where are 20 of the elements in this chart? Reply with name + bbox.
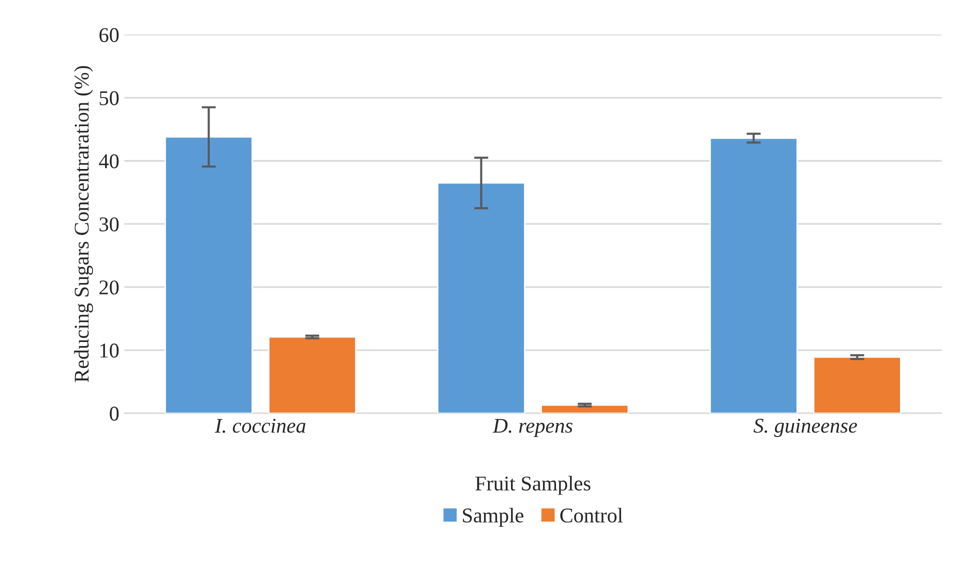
x-tick-label: S. guineense [754,418,858,438]
y-axis-title: Reducing Sugars Concentraration (%) [74,66,94,382]
bar [268,336,356,414]
x-tick-label: I. coccinea [214,418,306,433]
y-tick-label: 50 [100,91,119,106]
bar [813,356,902,414]
bar [437,182,526,414]
legend-label: Control [560,508,623,523]
y-tick-label: 10 [100,344,119,358]
bar [709,137,798,414]
x-axis-title: Fruit Samples [475,476,590,495]
bar [164,136,253,414]
y-tick-label: 0 [110,406,119,421]
y-tick-label: 20 [100,280,119,295]
y-tick-label: 40 [98,154,119,168]
y-tick-label: 30 [100,217,119,232]
legend-label: Sample [462,508,524,527]
x-tick-label: D. repens [492,418,572,438]
y-tick-label: 60 [99,28,119,42]
bar [540,404,629,414]
